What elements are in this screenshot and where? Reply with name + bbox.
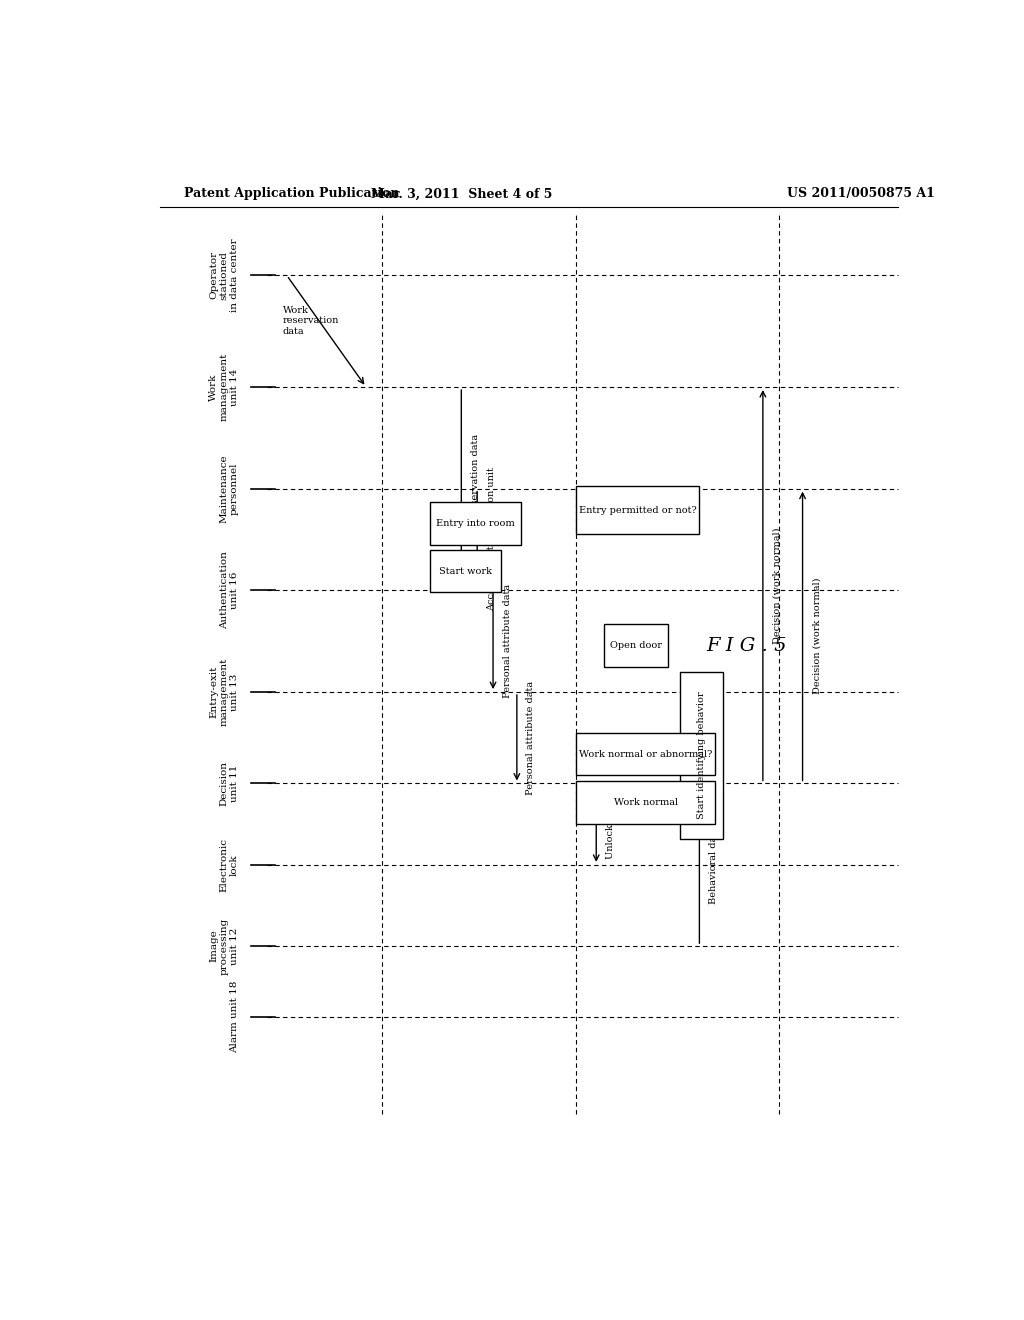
Text: Work
reservation
data: Work reservation data [283,306,339,335]
Text: US 2011/0050875 A1: US 2011/0050875 A1 [786,187,935,201]
Text: Entry-exit
management
unit 13: Entry-exit management unit 13 [209,657,240,726]
Text: Unlocking OK: Unlocking OK [606,789,614,858]
Text: Patent Application Publication: Patent Application Publication [183,187,399,201]
Text: Work
management
unit 14: Work management unit 14 [209,352,240,421]
Text: Entry permitted or not?: Entry permitted or not? [579,506,696,515]
Text: Decision
unit 11: Decision unit 11 [220,762,240,807]
Text: F I G . 5: F I G . 5 [707,638,787,655]
FancyBboxPatch shape [604,624,668,667]
Text: Image
processing
unit 12: Image processing unit 12 [209,917,240,974]
Text: Electronic
lock: Electronic lock [220,838,240,892]
Text: Operator
stationed
in data center: Operator stationed in data center [209,239,240,312]
Text: Work normal: Work normal [613,799,678,808]
Text: Access to authentication unit: Access to authentication unit [486,467,496,611]
Text: Personal attribute data: Personal attribute data [503,585,512,698]
Text: Personal attribute data: Personal attribute data [526,681,536,795]
Text: Alarm unit 18: Alarm unit 18 [230,981,240,1053]
Text: Authentication
unit 16: Authentication unit 16 [220,552,240,630]
Text: Decision (work normal): Decision (work normal) [812,578,821,694]
Text: Work normal or abnormal?: Work normal or abnormal? [580,750,713,759]
Text: Start identifying behavior: Start identifying behavior [697,692,706,820]
FancyBboxPatch shape [680,672,723,840]
FancyBboxPatch shape [577,781,715,824]
FancyBboxPatch shape [430,549,501,593]
FancyBboxPatch shape [577,733,715,775]
FancyBboxPatch shape [577,486,699,535]
Text: Work reservation data: Work reservation data [471,434,480,544]
Text: Behavioral data: Behavioral data [709,826,718,904]
Text: Mar. 3, 2011  Sheet 4 of 5: Mar. 3, 2011 Sheet 4 of 5 [371,187,552,201]
Text: Entry into room: Entry into room [436,519,515,528]
Text: Open door: Open door [610,640,662,649]
Text: Start work: Start work [438,566,492,576]
Text: Maintenance
personnel: Maintenance personnel [220,454,240,523]
Text: Decision (work normal): Decision (work normal) [772,527,781,644]
FancyBboxPatch shape [430,502,521,545]
